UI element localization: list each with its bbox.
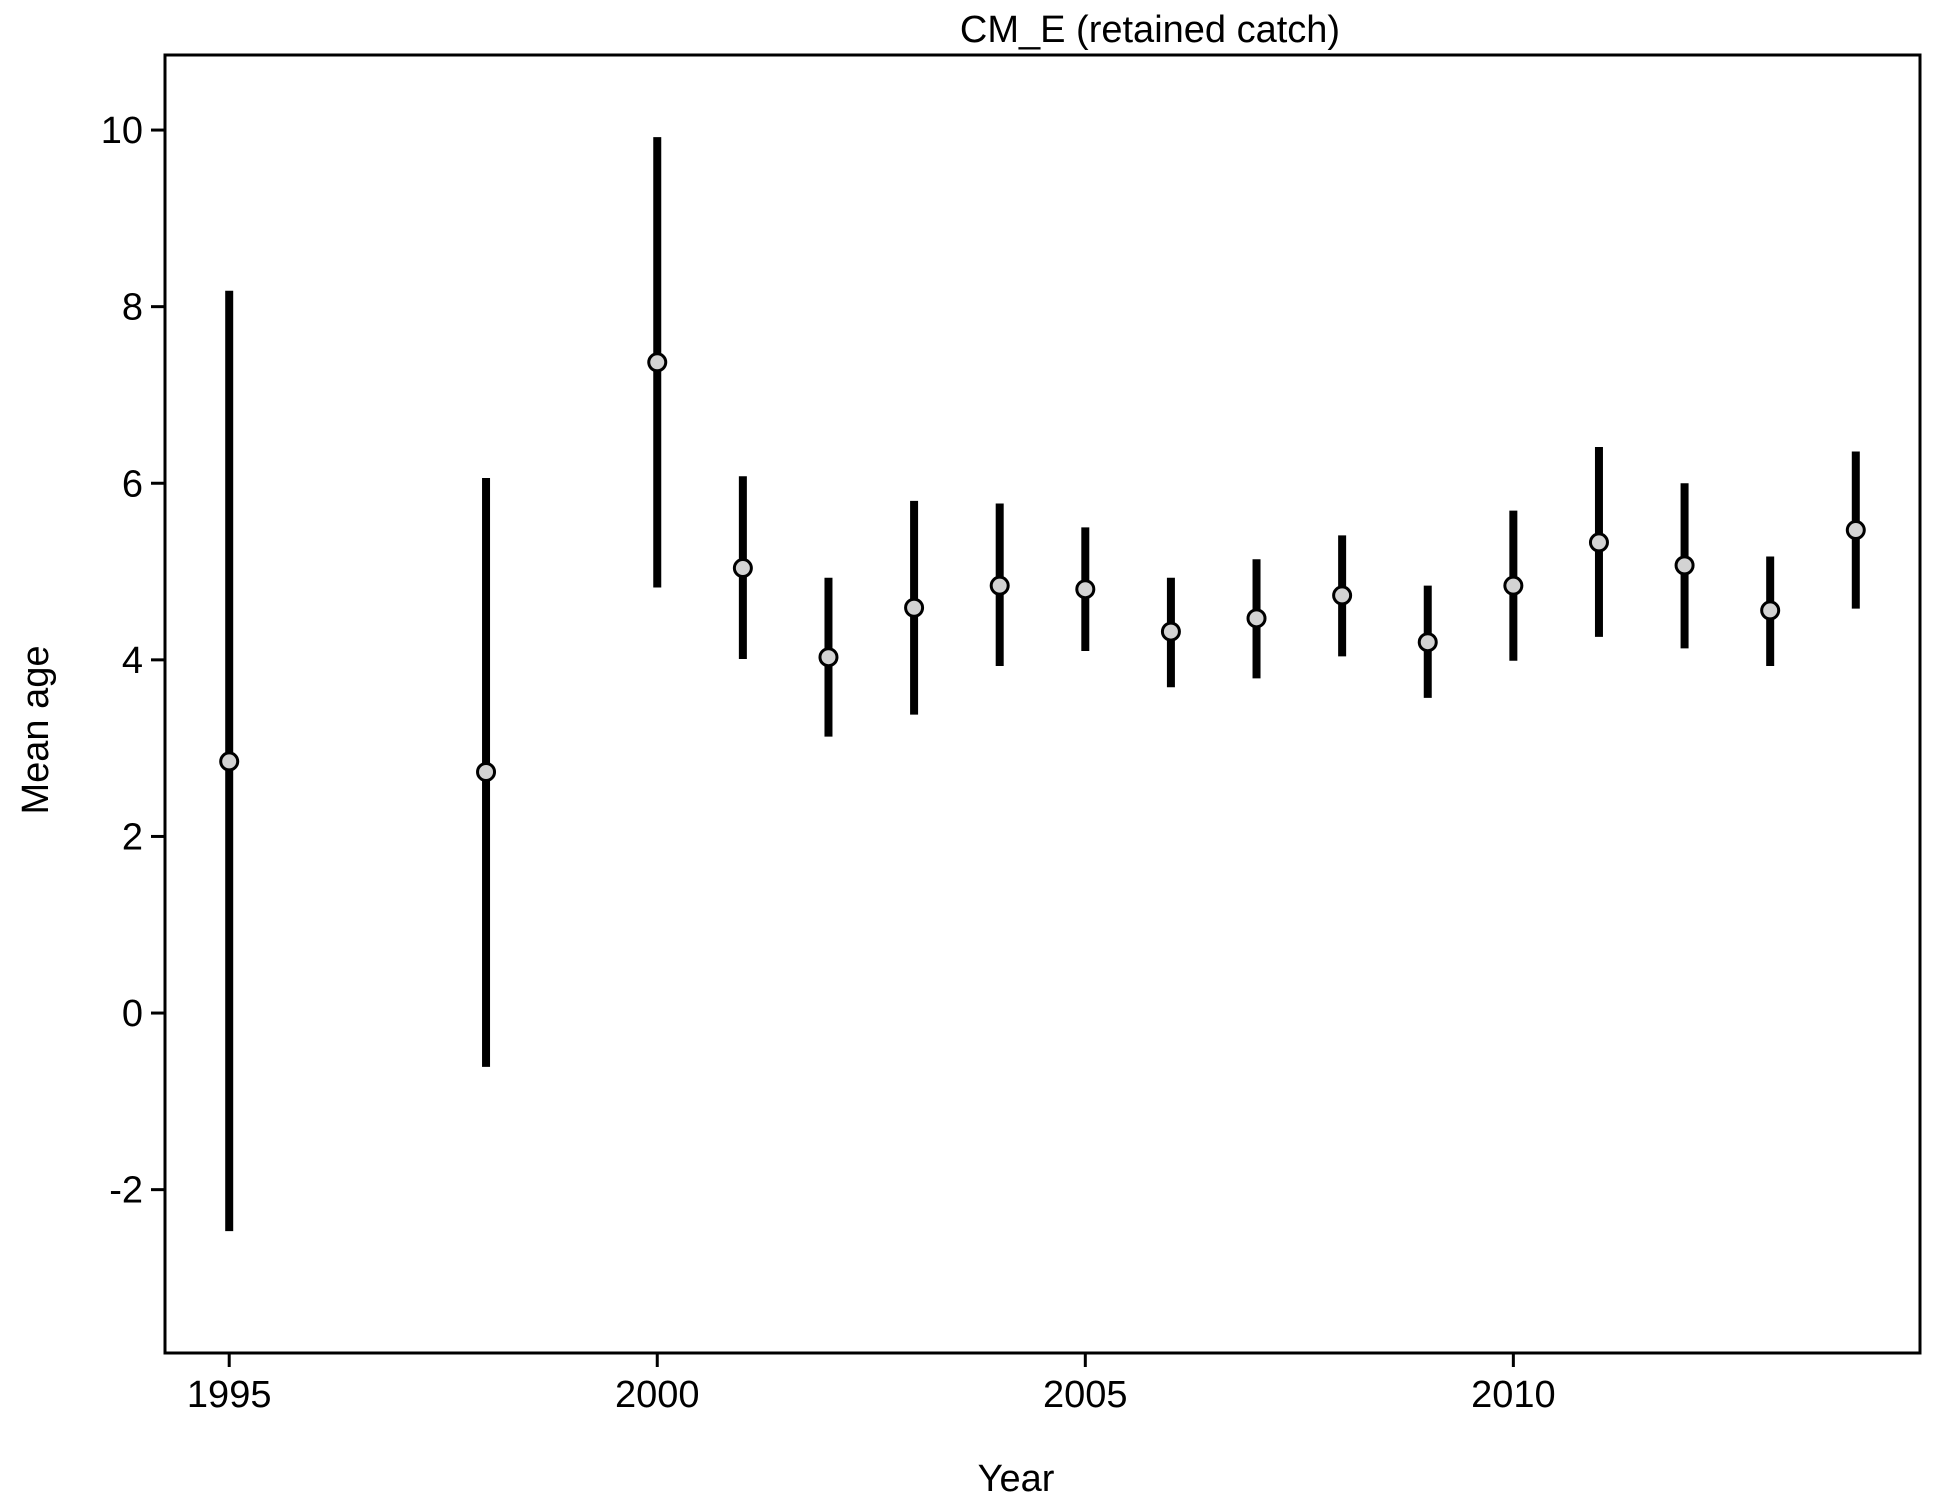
data-point [1503,575,1524,596]
data-point [1075,579,1096,600]
data-point [647,352,668,373]
data-point [989,575,1010,596]
y-tick-label: 4 [122,640,143,682]
y-tick-label: 6 [122,463,143,505]
data-point [1845,520,1866,541]
x-tick-label: 2010 [1471,1374,1556,1416]
x-axis-label: Year [978,1458,1055,1500]
y-tick-label: 2 [122,816,143,858]
data-point [1160,621,1181,642]
data-point [1246,608,1267,629]
y-tick-label: -2 [109,1170,143,1212]
plot-frame [163,53,1922,1355]
error-bars [225,137,1860,1232]
data-point [1588,532,1609,553]
data-point [732,558,753,579]
x-axis: 1995 2000 2005 2010 [187,1353,1556,1416]
data-point [476,761,497,782]
x-tick-label: 2005 [1043,1374,1128,1416]
data-point [1332,585,1353,606]
data-points [219,352,1866,782]
y-tick-label: 10 [101,110,143,152]
y-axis: -2 0 2 4 6 8 10 [101,110,165,1212]
data-point [818,647,839,668]
data-point [219,751,240,772]
x-tick-label: 1995 [187,1374,272,1416]
data-point [904,597,925,618]
x-tick-label: 2000 [615,1374,700,1416]
y-axis-label: Mean age [15,645,57,814]
data-point [1760,600,1781,621]
data-point [1417,632,1438,653]
data-point [1674,555,1695,576]
y-tick-label: 8 [122,287,143,329]
y-tick-label: 0 [122,993,143,1035]
chart-title: CM_E (retained catch) [960,9,1340,51]
